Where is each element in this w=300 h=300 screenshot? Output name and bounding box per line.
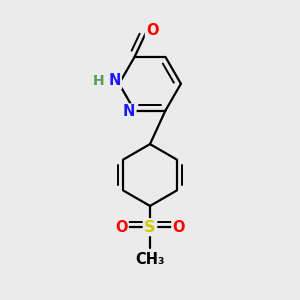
Text: H: H	[93, 74, 104, 88]
Text: S: S	[144, 220, 156, 235]
Text: CH₃: CH₃	[135, 252, 165, 267]
Text: O: O	[115, 220, 128, 235]
Text: O: O	[172, 220, 185, 235]
Text: N: N	[123, 104, 135, 119]
Text: O: O	[146, 23, 158, 38]
Text: N: N	[109, 73, 121, 88]
